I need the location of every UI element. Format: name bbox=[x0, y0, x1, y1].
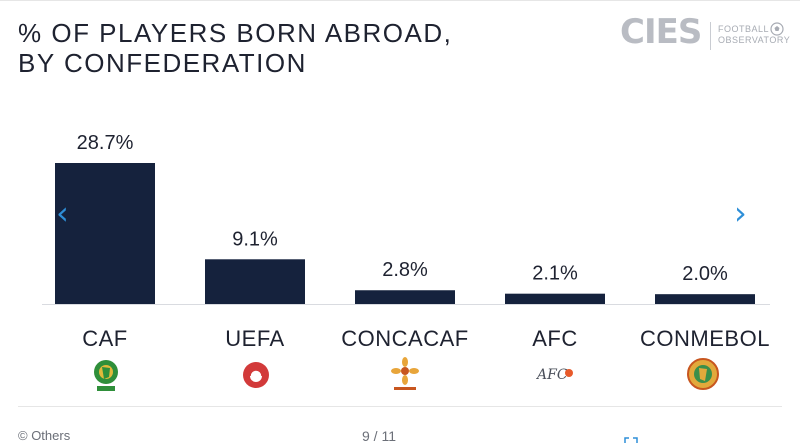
chevron-right-icon: › bbox=[734, 194, 747, 232]
fullscreen-icon[interactable] bbox=[624, 437, 638, 444]
top-divider bbox=[0, 0, 800, 1]
chart-title-line-1: % OF PLAYERS BORN ABROAD, bbox=[18, 18, 453, 48]
logo-subtitle-line-1: FOOTBALL bbox=[718, 24, 770, 34]
bar-conmebol bbox=[655, 294, 755, 304]
concacaf-logo-icon bbox=[391, 357, 419, 390]
uefa-logo-icon bbox=[243, 362, 269, 388]
image-credit: © Others bbox=[18, 428, 71, 443]
category-label-uefa: UEFA bbox=[225, 326, 284, 351]
chart-title: % OF PLAYERS BORN ABROAD, BY CONFEDERATI… bbox=[18, 18, 452, 78]
logo-wordmark: CIES bbox=[620, 12, 702, 52]
value-label-uefa: 9.1% bbox=[232, 228, 278, 250]
category-label-afc: AFC bbox=[532, 326, 578, 351]
caf-logo-icon bbox=[94, 360, 118, 391]
cies-logo: CIES FOOTBALL OBSERVATORY bbox=[620, 10, 800, 60]
next-slide-button[interactable]: › bbox=[734, 197, 747, 229]
bar-afc bbox=[505, 293, 605, 304]
previous-slide-button[interactable]: ‹ bbox=[56, 197, 69, 229]
value-label-afc: 2.1% bbox=[532, 263, 578, 285]
bar-caf bbox=[55, 163, 155, 304]
logo-subtitle-line-2: OBSERVATORY bbox=[718, 35, 791, 45]
afc-logo-icon: AFC bbox=[536, 367, 573, 383]
value-label-conmebol: 2.0% bbox=[682, 263, 728, 285]
value-label-concacaf: 2.8% bbox=[382, 259, 428, 281]
slide-counter: 9 / 11 bbox=[362, 428, 396, 444]
logo-divider bbox=[710, 22, 711, 50]
category-label-caf: CAF bbox=[82, 326, 128, 351]
chart-title-line-2: BY CONFEDERATION bbox=[18, 48, 307, 78]
chevron-left-icon: ‹ bbox=[56, 194, 69, 232]
category-label-concacaf: CONCACAF bbox=[341, 326, 468, 351]
footer-divider bbox=[18, 406, 782, 407]
bar-concacaf bbox=[355, 290, 455, 304]
svg-text:AFC: AFC bbox=[536, 367, 568, 383]
bar-uefa bbox=[205, 259, 305, 304]
soccer-ball-icon bbox=[770, 22, 784, 36]
conmebol-logo-icon bbox=[687, 358, 719, 390]
category-label-conmebol: CONMEBOL bbox=[640, 326, 770, 351]
value-label-caf: 28.7% bbox=[77, 132, 134, 154]
logo-subtitle: FOOTBALL OBSERVATORY bbox=[718, 24, 790, 46]
